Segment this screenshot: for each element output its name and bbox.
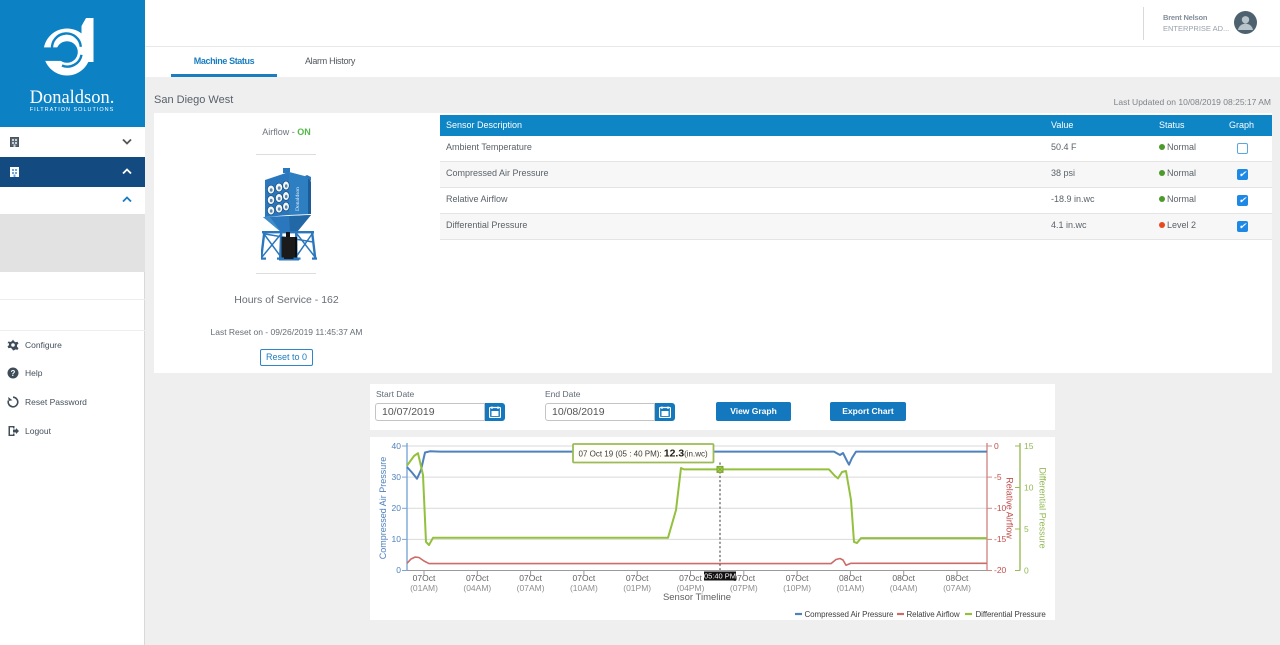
svg-text:(01PM): (01PM) <box>623 583 651 593</box>
svg-text:07Oct: 07Oct <box>732 573 755 583</box>
svg-text:(01AM): (01AM) <box>410 583 438 593</box>
svg-text:-10: -10 <box>994 503 1007 513</box>
svg-text:08Oct: 08Oct <box>946 573 969 583</box>
svg-text:07Oct: 07Oct <box>573 573 596 583</box>
svg-text:FILTRATION SOLUTIONS: FILTRATION SOLUTIONS <box>30 107 115 113</box>
svg-text:08Oct: 08Oct <box>839 573 862 583</box>
svg-text:07Oct: 07Oct <box>679 573 702 583</box>
svg-text:07Oct: 07Oct <box>626 573 649 583</box>
svg-text:(10AM): (10AM) <box>570 583 598 593</box>
svg-text:07 Oct 19 (05 : 40 PM): 12.3(i: 07 Oct 19 (05 : 40 PM): 12.3(in.wc) <box>579 449 709 460</box>
svg-text:Compressed Air Pressure: Compressed Air Pressure <box>378 457 388 560</box>
svg-text:30: 30 <box>392 472 402 482</box>
svg-text:Relative Airflow: Relative Airflow <box>1005 477 1015 539</box>
svg-text:(07AM): (07AM) <box>943 583 971 593</box>
svg-text:-5: -5 <box>994 472 1002 482</box>
svg-text:15: 15 <box>1024 441 1034 451</box>
svg-text:20: 20 <box>392 503 402 513</box>
svg-text:Compressed Air Pressure: Compressed Air Pressure <box>805 610 894 619</box>
svg-text:Relative Airflow: Relative Airflow <box>907 610 960 619</box>
svg-text:0: 0 <box>396 565 401 575</box>
svg-text:05:40 PM: 05:40 PM <box>704 572 736 581</box>
svg-text:?: ? <box>11 369 16 378</box>
svg-text:5: 5 <box>1024 524 1029 534</box>
svg-text:(01AM): (01AM) <box>836 583 864 593</box>
svg-text:(04PM): (04PM) <box>677 583 705 593</box>
svg-text:Sensor Timeline: Sensor Timeline <box>663 592 731 603</box>
svg-text:07Oct: 07Oct <box>466 573 489 583</box>
svg-text:(04AM): (04AM) <box>890 583 918 593</box>
svg-text:40: 40 <box>392 441 402 451</box>
svg-text:07Oct: 07Oct <box>413 573 436 583</box>
svg-text:08Oct: 08Oct <box>892 573 915 583</box>
svg-text:Donaldson.: Donaldson. <box>30 88 115 108</box>
svg-text:-20: -20 <box>994 565 1007 575</box>
svg-text:10: 10 <box>392 534 402 544</box>
svg-text:Donaldson: Donaldson <box>295 187 301 211</box>
svg-text:0: 0 <box>994 441 999 451</box>
svg-text:07Oct: 07Oct <box>786 573 809 583</box>
svg-text:(07AM): (07AM) <box>517 583 545 593</box>
svg-text:Differential Pressure: Differential Pressure <box>976 610 1047 619</box>
svg-text:-15: -15 <box>994 534 1007 544</box>
svg-text:07Oct: 07Oct <box>519 573 542 583</box>
svg-text:(10PM): (10PM) <box>783 583 811 593</box>
svg-text:(07PM): (07PM) <box>730 583 758 593</box>
svg-text:(04AM): (04AM) <box>463 583 491 593</box>
svg-text:10: 10 <box>1024 483 1034 493</box>
svg-text:0: 0 <box>1024 566 1029 576</box>
svg-text:Differential Pressure: Differential Pressure <box>1038 467 1048 548</box>
